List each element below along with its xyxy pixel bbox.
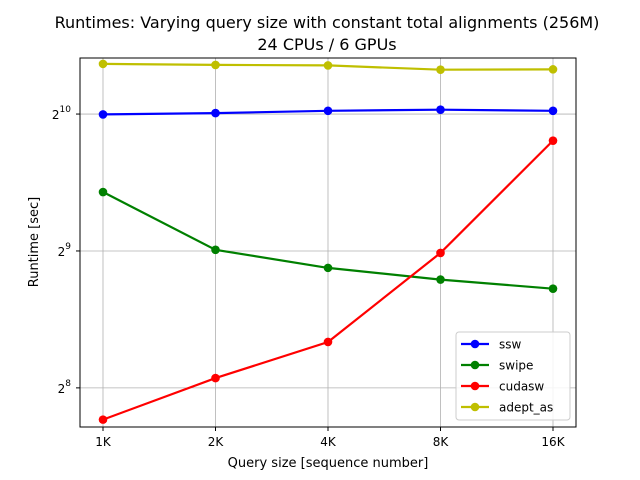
legend-marker-cudasw	[470, 381, 480, 391]
data-point-adept_as	[211, 60, 220, 70]
legend-marker-adept_as	[470, 402, 480, 412]
data-point-swipe	[436, 275, 445, 284]
data-point-adept_as	[548, 65, 558, 74]
y-axis-ticks: 28 29 210	[52, 105, 80, 396]
data-point-cudasw	[436, 248, 445, 258]
data-point-ssw	[548, 106, 558, 116]
grid-lines	[80, 58, 576, 427]
x-axis-label: Query size [sequence number]	[228, 456, 429, 471]
data-point-swipe	[548, 284, 558, 293]
chart-subtitle: 24 CPUs / 6 GPUs	[257, 35, 396, 54]
data-point-ssw	[98, 110, 108, 119]
data-point-ssw	[323, 106, 333, 116]
y-tick-label: 29	[58, 242, 72, 259]
legend-box	[455, 331, 571, 421]
legend-label-adept_as: adept_as	[499, 401, 553, 415]
data-point-adept_as	[436, 65, 445, 74]
data-point-swipe	[323, 263, 333, 273]
data-point-swipe	[98, 187, 108, 197]
x-axis-ticks: 1K 2K 4K 8K 16K	[95, 427, 566, 449]
x-tick-label: 16K	[541, 435, 565, 449]
data-point-cudasw	[211, 373, 220, 383]
series-group	[98, 59, 558, 424]
data-point-ssw	[436, 105, 445, 114]
legend-marker-swipe	[470, 360, 480, 370]
x-tick-label: 8K	[433, 435, 450, 449]
chart-title: Runtimes: Varying query size with consta…	[55, 13, 600, 32]
data-point-adept_as	[98, 59, 108, 69]
data-point-ssw	[211, 108, 220, 118]
data-point-adept_as	[323, 61, 333, 70]
x-tick-label: 4K	[320, 435, 337, 449]
y-tick-label: 28	[58, 379, 72, 396]
legend-label-cudasw: cudasw	[499, 380, 544, 394]
legend-marker-ssw	[470, 339, 480, 349]
data-point-cudasw	[548, 136, 558, 145]
data-point-cudasw	[323, 337, 333, 347]
y-axis-label: Runtime [sec]	[27, 197, 42, 288]
y-tick-label: 210	[52, 105, 71, 122]
x-tick-label: 2K	[208, 435, 225, 449]
plot-frame	[79, 57, 577, 428]
legend-label-ssw: ssw	[499, 338, 522, 352]
legend: ssw swipe cudasw adept_as	[455, 331, 571, 421]
data-point-swipe	[211, 245, 220, 255]
x-tick-label: 1K	[95, 435, 112, 449]
data-point-cudasw	[98, 415, 108, 424]
legend-label-swipe: swipe	[499, 359, 533, 373]
